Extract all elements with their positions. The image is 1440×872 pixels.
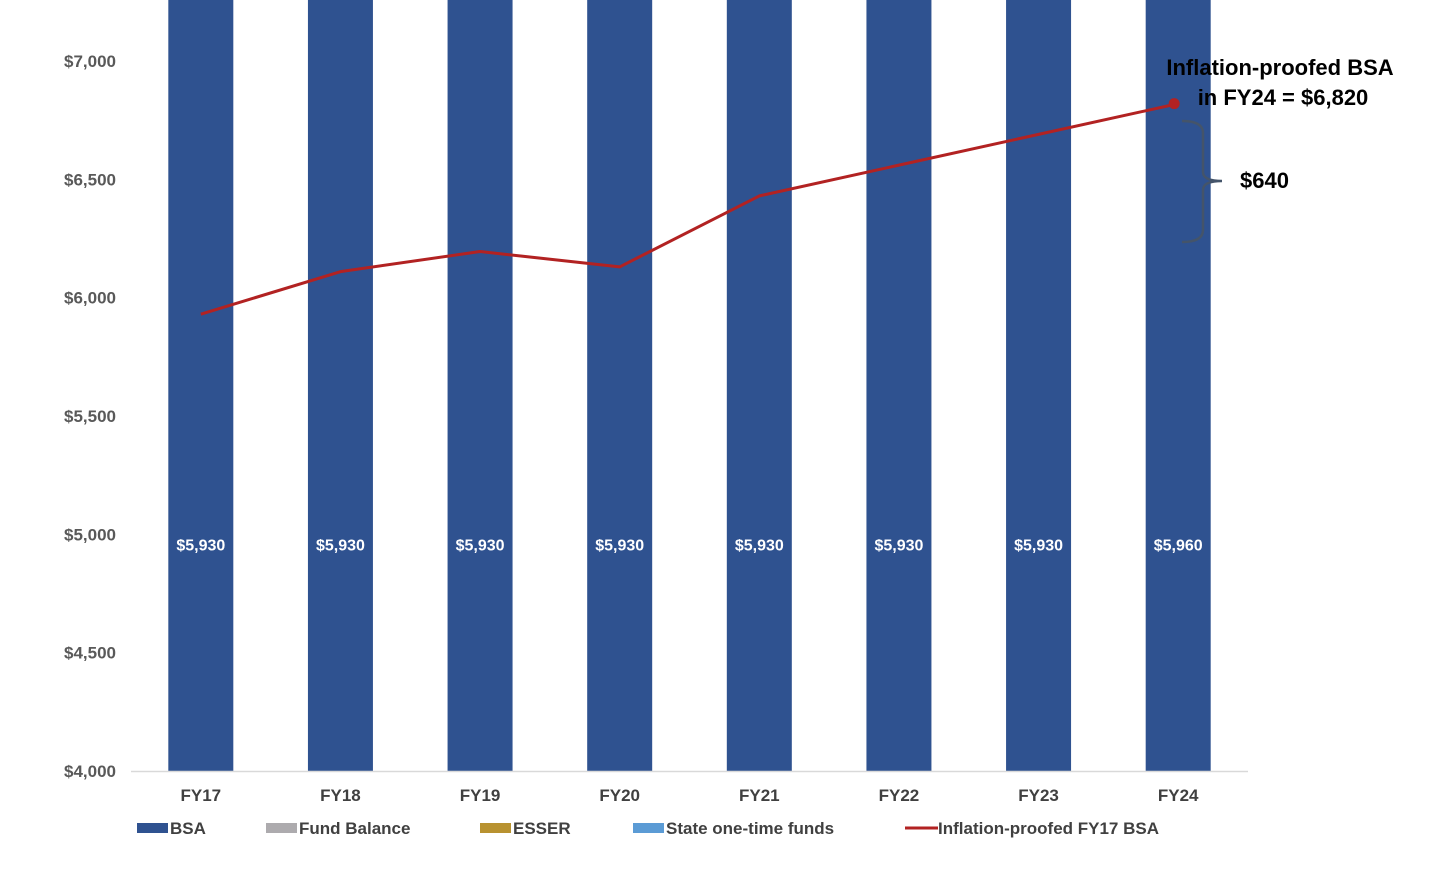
data-label-bsa-fy22: $5,930 [874,537,923,554]
legend-swatch-esser [480,823,511,833]
data-label-bsa-fy20: $5,930 [595,537,644,554]
annotation: Inflation-proofed BSA in FY24 = $6,820 $… [1166,55,1394,244]
data-label-bsa-fy21: $5,930 [735,537,784,554]
x-tick-label: FY21 [739,786,780,805]
annotation-gap-label: $640 [1240,168,1289,193]
legend-label-state-one-time-funds: State one-time funds [666,819,834,838]
legend-label-bsa: BSA [170,819,206,838]
x-tick-label: FY22 [879,786,920,805]
legend-swatch-state-one-time-funds [633,823,664,833]
bar-bsa-fy21 [726,0,792,771]
data-label-bsa-fy18: $5,930 [316,537,365,554]
data-label-bsa-fy17: $5,930 [176,537,225,554]
bar-bsa-fy17 [168,0,234,771]
inflation-line-endpoint-marker [1168,98,1180,110]
y-tick-label: $5,500 [64,407,116,426]
gap-brace [1181,119,1223,244]
bar-bsa-fy19 [447,0,513,771]
y-tick-label: $7,000 [64,52,116,71]
x-tick-label: FY19 [460,786,501,805]
legend-label-fund-balance: Fund Balance [299,819,410,838]
bar-labels: $5,930$5,930$5,930$5,930$5,930$5,930$500… [176,537,1203,554]
data-label-bsa-fy23: $5,930 [1014,537,1063,554]
bars [168,0,1211,771]
bar-bsa-fy23 [1006,0,1072,771]
y-tick-label: $6,000 [64,289,116,308]
inflation-line-path [200,102,1179,316]
y-axis: $4,000 $4,500 $5,000 $5,500 $6,000 $6,500 $7,0… [64,52,116,781]
legend-label-inflation-proofed-fy17-bsa: Inflation-proofed FY17 BSA [938,819,1159,838]
x-tick-label: FY18 [320,786,361,805]
y-tick-label: $4,000 [64,762,116,781]
x-tick-label: FY23 [1018,786,1059,805]
x-tick-label: FY24 [1158,786,1199,805]
legend-label-esser: ESSER [513,819,571,838]
legend-swatch-bsa [137,823,168,833]
x-axis: FY17 FY18 FY19 FY20 FY21 FY22 FY23 FY24 [131,770,1248,805]
legend-swatch-fund-balance [266,823,297,833]
annotation-endpoint-line1: Inflation-proofed BSA [1166,55,1393,80]
annotation-endpoint-line2: in FY24 = $6,820 [1198,85,1369,110]
legend: BSA Fund Balance ESSER State one-time funds… [137,819,1159,838]
data-label-bsa-fy19: $5,930 [456,537,505,554]
inflation-line [200,98,1180,316]
y-tick-label: $6,500 [64,170,116,189]
y-tick-label: $4,500 [64,644,116,663]
bar-bsa-fy22 [866,0,932,771]
bar-bsa-fy20 [587,0,653,771]
bar-bsa-fy18 [307,0,373,771]
x-tick-label: FY20 [599,786,640,805]
bar-bsa-fy24 [1145,0,1211,771]
y-tick-label: $5,000 [64,525,116,544]
data-label-bsa-fy24: $5,960 [1154,537,1203,554]
x-tick-label: FY17 [180,786,221,805]
